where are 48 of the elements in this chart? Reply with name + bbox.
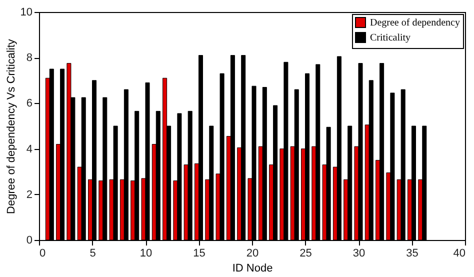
x-tick-label: 35 <box>406 248 418 260</box>
bar <box>368 80 374 240</box>
bar <box>156 110 160 240</box>
bar <box>81 97 86 240</box>
bar <box>241 55 246 240</box>
legend-label: Criticality <box>370 32 411 44</box>
bar <box>60 68 65 240</box>
bar <box>273 105 278 240</box>
bar <box>102 97 108 240</box>
bar <box>177 113 182 240</box>
x-tick-label: 5 <box>90 248 96 260</box>
x-tick-label: 30 <box>352 248 366 260</box>
y-tick-label: 8 <box>26 52 32 64</box>
y-tick-label: 2 <box>26 188 32 201</box>
bar <box>230 55 235 240</box>
bar <box>390 92 395 240</box>
x-axis-title: ID Node <box>232 262 273 274</box>
bar <box>188 110 192 240</box>
x-tick-label: 25 <box>300 248 312 260</box>
bar <box>348 126 352 240</box>
bar <box>284 62 288 240</box>
bar <box>316 64 320 240</box>
x-tick-label: 40 <box>453 248 466 260</box>
bar <box>422 126 427 240</box>
x-tick-label: 10 <box>140 248 152 260</box>
y-tick-label: 0 <box>26 234 32 246</box>
y-tick-label: 10 <box>20 6 32 18</box>
bar <box>113 126 118 240</box>
x-tick-label: 15 <box>193 248 206 260</box>
bar <box>124 89 128 240</box>
bar <box>66 63 72 240</box>
bar <box>209 126 214 240</box>
bar <box>294 89 299 240</box>
bar <box>49 68 54 240</box>
y-tick-label: 6 <box>26 98 32 110</box>
bar <box>336 56 342 240</box>
bar <box>262 86 267 240</box>
x-tick-label: 0 <box>40 248 46 260</box>
legend-label: Degree of dependency <box>370 18 460 28</box>
bar <box>220 73 224 240</box>
bar <box>326 126 331 240</box>
x-tick-label: 20 <box>246 248 259 260</box>
y-axis-title: Degree of dependency Vs Criticality <box>5 38 18 214</box>
y-tick-label: 4 <box>26 143 32 156</box>
bar <box>400 89 406 240</box>
bar <box>134 110 140 240</box>
bar <box>380 63 384 240</box>
bar <box>162 78 168 240</box>
